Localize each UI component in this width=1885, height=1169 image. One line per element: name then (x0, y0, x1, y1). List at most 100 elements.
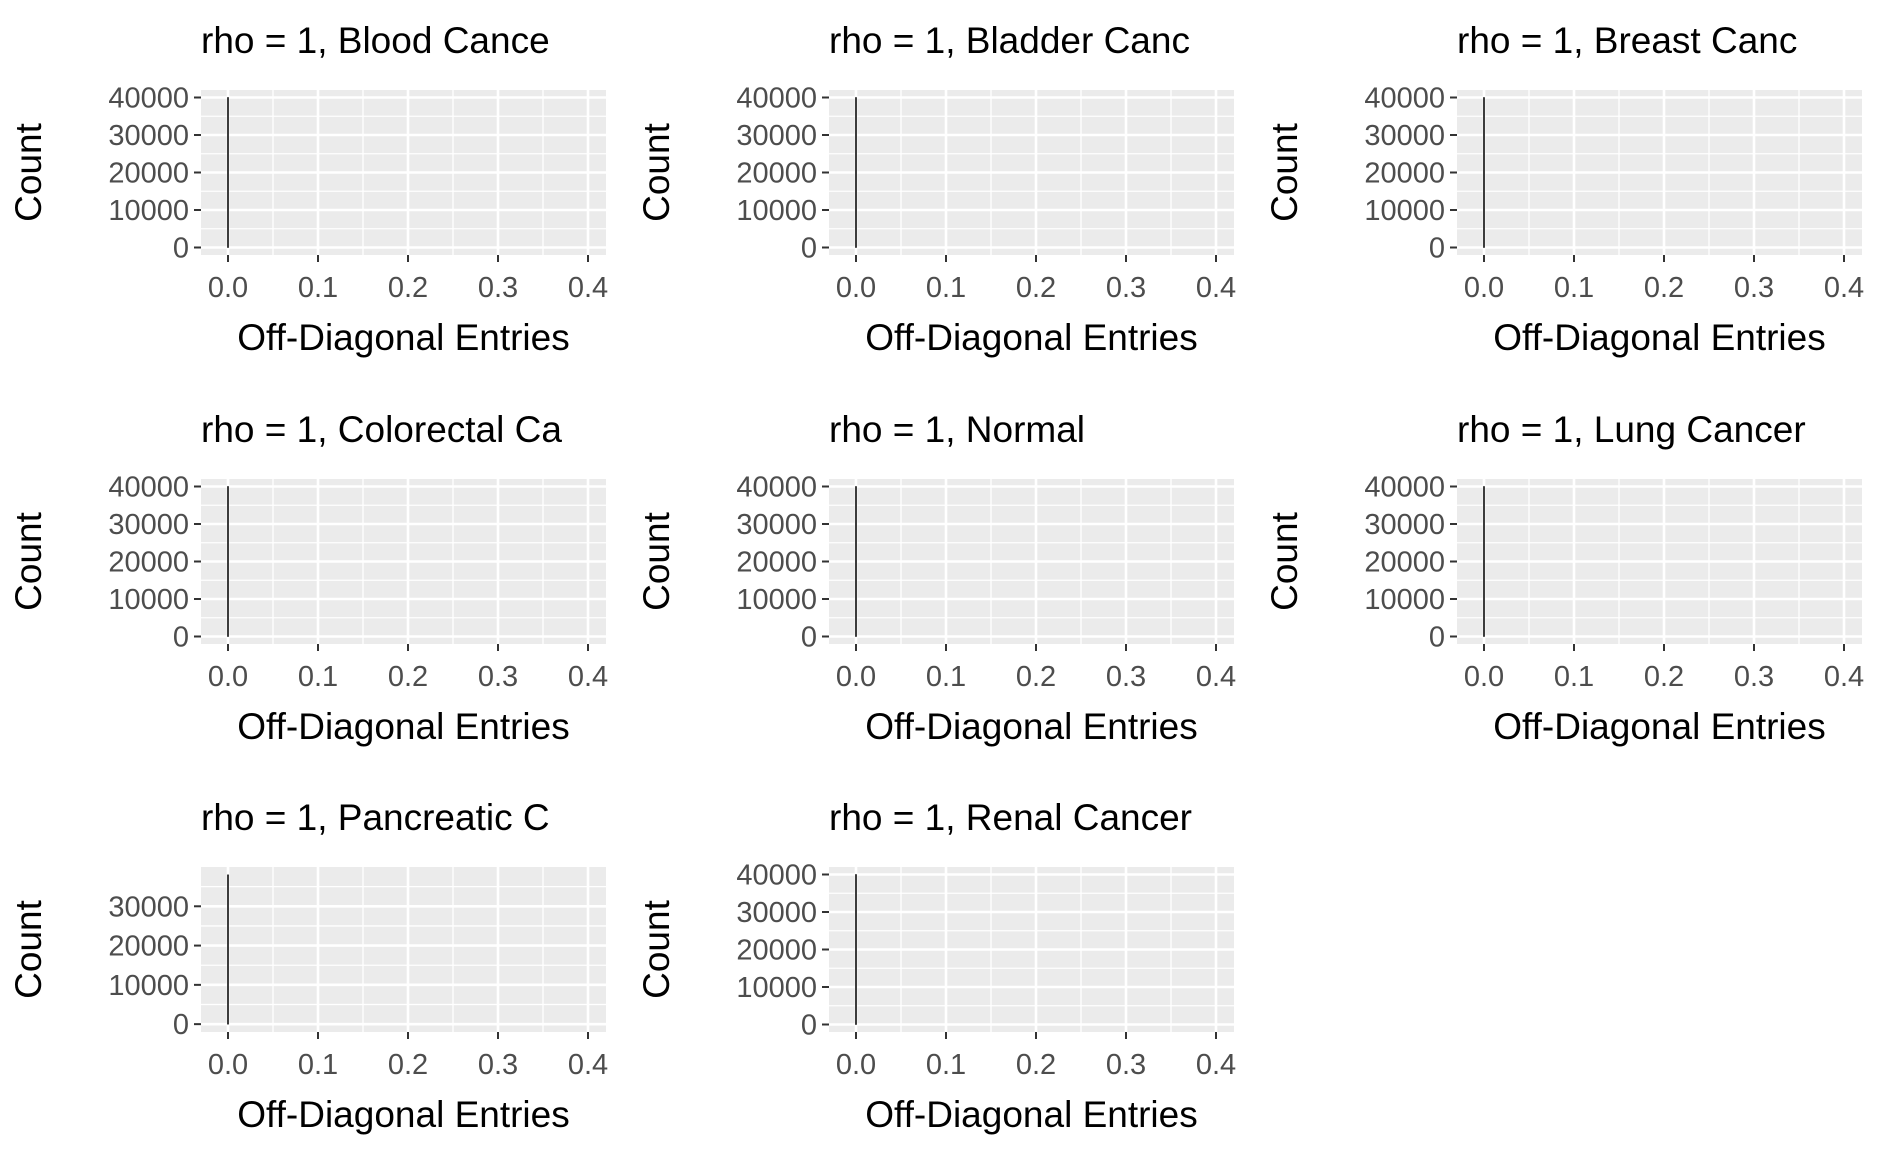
histogram-bar (855, 486, 858, 637)
facet-panel-7: 0 10000 20000 30000 0.0 0.1 0.2 0.3 0.4 Off-Diago… (8, 797, 608, 1135)
x-tick-label: 0.4 (568, 1049, 608, 1081)
facet-panel-3: 0 10000 20000 30000 40000 0.0 0.1 0.2 0.3 0.4 Off-… (1264, 20, 1864, 358)
x-tick-label: 0.1 (1554, 661, 1594, 693)
histogram-bar (226, 874, 229, 1025)
y-tick-label: 0 (173, 233, 189, 265)
x-tick-label: 0.2 (388, 1049, 428, 1081)
x-tick-label: 0.1 (926, 1049, 966, 1081)
x-tick-label: 0.0 (836, 661, 876, 693)
y-tick-label: 10000 (736, 972, 817, 1004)
y-tick-label: 30000 (1364, 120, 1445, 152)
x-tick-label: 0.2 (1644, 272, 1684, 304)
y-tick-label: 10000 (736, 584, 817, 616)
x-tick-label: 0.3 (1106, 272, 1146, 304)
y-tick-label: 20000 (736, 158, 817, 190)
x-tick-label: 0.2 (1016, 1049, 1056, 1081)
x-tick-label: 0.3 (1734, 272, 1774, 304)
y-tick-label: 0 (173, 622, 189, 654)
x-tick-label: 0.1 (926, 661, 966, 693)
grid-lines (1457, 90, 1862, 255)
y-tick-label: 0 (1429, 233, 1445, 265)
x-tick-label: 0.1 (298, 661, 338, 693)
y-tick-label: 10000 (108, 970, 189, 1002)
x-tick-label: 0.1 (298, 1049, 338, 1081)
y-axis-title: Count (8, 122, 49, 221)
x-axis-title: Off-Diagonal Entries (237, 317, 569, 358)
y-axis-title: Count (636, 511, 677, 610)
x-axis-title: Off-Diagonal Entries (865, 1094, 1197, 1135)
x-tick-label: 0.4 (1196, 1049, 1236, 1081)
y-tick-label: 0 (173, 1009, 189, 1041)
x-tick-label: 0.0 (1464, 272, 1504, 304)
panel-background (201, 867, 606, 1032)
y-tick-label: 40000 (736, 83, 817, 115)
y-tick-label: 0 (801, 622, 817, 654)
histogram-bar (1482, 486, 1485, 637)
y-tick-label: 0 (1429, 622, 1445, 654)
grid-lines (1457, 479, 1862, 644)
x-tick-label: 0.2 (388, 661, 428, 693)
x-tick-label: 0.3 (1106, 661, 1146, 693)
y-tick-label: 0 (801, 233, 817, 265)
y-tick-label: 20000 (736, 935, 817, 967)
y-tick-label: 30000 (108, 891, 189, 923)
y-tick-label: 20000 (736, 547, 817, 579)
x-tick-label: 0.2 (1016, 272, 1056, 304)
y-tick-label: 30000 (736, 509, 817, 541)
y-tick-label: 20000 (108, 931, 189, 963)
y-axis-title: Count (1264, 511, 1305, 610)
x-tick-label: 0.4 (568, 272, 608, 304)
y-axis-title: Count (8, 899, 49, 998)
facet-panel-1: 0 10000 20000 30000 40000 0.0 0.1 0.2 0.3 0.4 Off-… (8, 20, 608, 358)
y-tick-label: 0 (801, 1010, 817, 1042)
histogram-bar (1482, 97, 1485, 248)
facet-panel-8: 0 10000 20000 30000 40000 0.0 0.1 0.2 0.3 0.4 Off-… (636, 797, 1236, 1135)
x-tick-label: 0.2 (388, 272, 428, 304)
x-tick-label: 0.3 (478, 1049, 518, 1081)
x-axis-title: Off-Diagonal Entries (1493, 317, 1825, 358)
x-tick-label: 0.0 (208, 272, 248, 304)
y-tick-label: 10000 (108, 195, 189, 227)
x-axis-title: Off-Diagonal Entries (1493, 706, 1825, 747)
y-tick-label: 40000 (736, 860, 817, 892)
y-tick-label: 30000 (736, 120, 817, 152)
y-tick-label: 20000 (108, 158, 189, 190)
x-tick-label: 0.1 (926, 272, 966, 304)
facet-title: rho = 1, Breast Canc (1457, 20, 1797, 61)
y-tick-label: 40000 (1364, 83, 1445, 115)
y-tick-label: 30000 (108, 120, 189, 152)
y-tick-label: 40000 (108, 472, 189, 504)
y-axis-title: Count (8, 511, 49, 610)
x-tick-label: 0.2 (1016, 661, 1056, 693)
facet-title: rho = 1, Bladder Canc (829, 20, 1190, 61)
x-tick-label: 0.0 (836, 272, 876, 304)
facet-title: rho = 1, Colorectal Ca (201, 409, 562, 450)
y-tick-label: 30000 (736, 897, 817, 929)
y-tick-label: 10000 (108, 584, 189, 616)
y-axis-title: Count (636, 899, 677, 998)
grid-lines (829, 479, 1234, 644)
y-tick-label: 40000 (108, 83, 189, 115)
x-tick-label: 0.4 (1196, 661, 1236, 693)
y-tick-label: 40000 (736, 472, 817, 504)
y-tick-label: 20000 (108, 547, 189, 579)
x-tick-label: 0.3 (478, 272, 518, 304)
facet-panel-5: 0 10000 20000 30000 40000 0.0 0.1 0.2 0.3 0.4 Off-… (636, 409, 1236, 747)
facet-title: rho = 1, Pancreatic C (201, 797, 550, 838)
y-tick-label: 20000 (1364, 158, 1445, 190)
y-tick-label: 30000 (108, 509, 189, 541)
y-tick-label: 10000 (1364, 584, 1445, 616)
facet-title: rho = 1, Renal Cancer (829, 797, 1192, 838)
x-tick-label: 0.0 (1464, 661, 1504, 693)
x-tick-label: 0.0 (836, 1049, 876, 1081)
x-tick-label: 0.4 (1824, 272, 1864, 304)
x-axis-title: Off-Diagonal Entries (865, 317, 1197, 358)
facet-title: rho = 1, Lung Cancer (1457, 409, 1806, 450)
x-axis-title: Off-Diagonal Entries (237, 706, 569, 747)
x-tick-label: 0.0 (208, 661, 248, 693)
histogram-bar (226, 486, 229, 637)
facet-panel-6: 0 10000 20000 30000 40000 0.0 0.1 0.2 0.3 0.4 Off-… (1264, 409, 1864, 747)
y-axis-title: Count (1264, 122, 1305, 221)
x-tick-label: 0.4 (568, 661, 608, 693)
